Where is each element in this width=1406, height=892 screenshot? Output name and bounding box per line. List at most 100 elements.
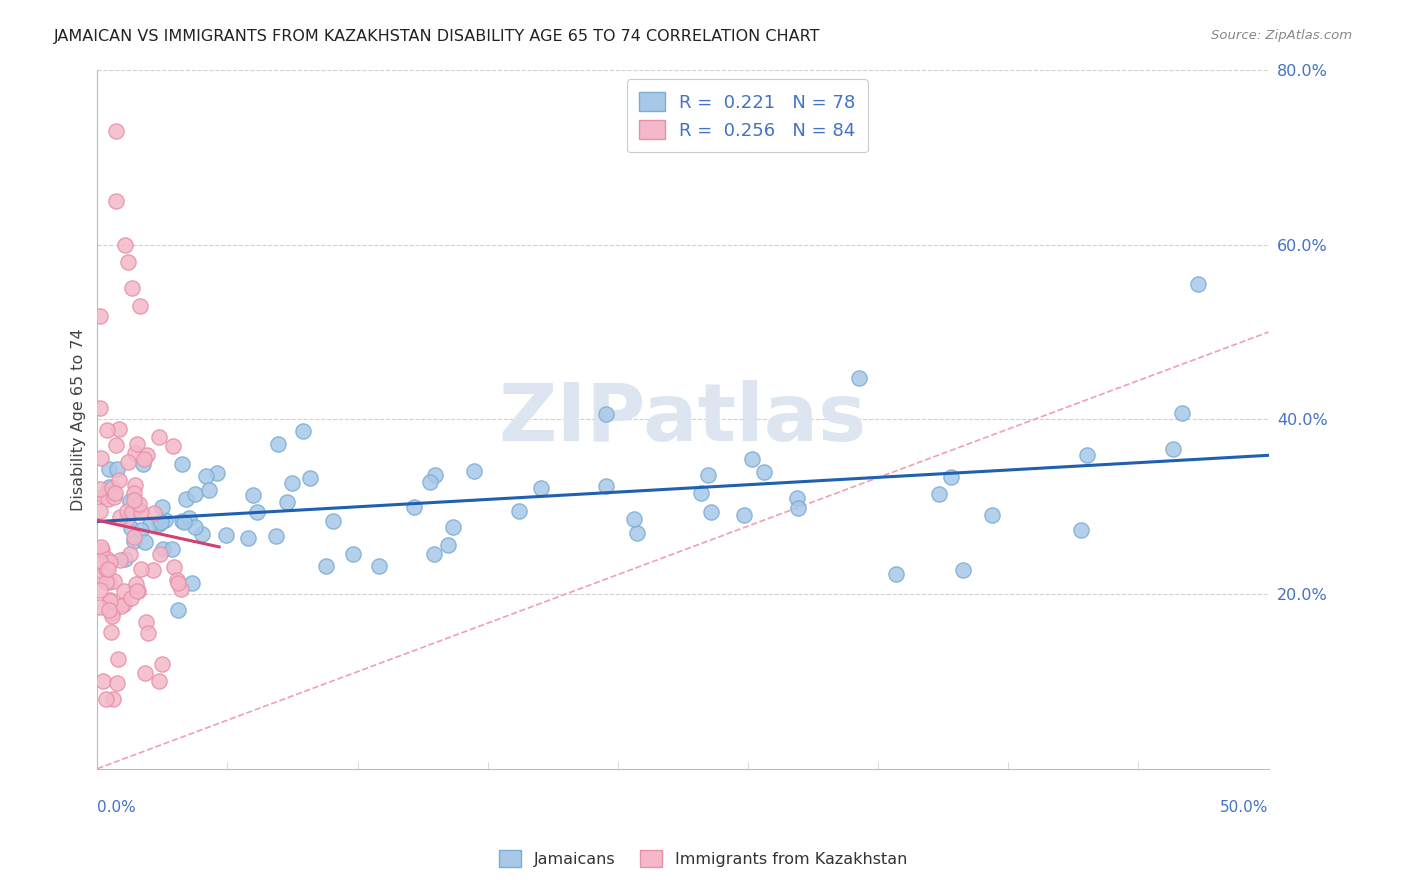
- Point: [786, 491, 808, 505]
- Point: [136, 626, 159, 640]
- Point: [148, 430, 170, 444]
- Point: [120, 521, 142, 535]
- Point: [98, 556, 121, 570]
- Point: [941, 470, 963, 484]
- Point: [198, 483, 221, 498]
- Point: [184, 487, 207, 501]
- Point: [100, 482, 122, 496]
- Point: [174, 492, 197, 507]
- Point: [689, 485, 711, 500]
- Point: [242, 488, 264, 502]
- Point: [125, 437, 148, 451]
- Point: [89, 451, 111, 466]
- Point: [121, 281, 143, 295]
- Point: [848, 371, 870, 385]
- Point: [98, 485, 121, 500]
- Point: [115, 504, 138, 518]
- Point: [96, 552, 118, 566]
- Point: [153, 513, 176, 527]
- Point: [101, 606, 124, 620]
- Point: [114, 237, 136, 252]
- Point: [89, 309, 111, 323]
- Point: [89, 599, 111, 614]
- Point: [89, 583, 111, 598]
- Point: [264, 529, 287, 543]
- Point: [89, 401, 111, 415]
- Point: [952, 563, 974, 577]
- Point: [167, 603, 190, 617]
- Point: [122, 534, 145, 549]
- Point: [98, 480, 121, 494]
- Point: [134, 665, 156, 680]
- Text: JAMAICAN VS IMMIGRANTS FROM KAZAKHSTAN DISABILITY AGE 65 TO 74 CORRELATION CHART: JAMAICAN VS IMMIGRANTS FROM KAZAKHSTAN D…: [53, 29, 820, 44]
- Point: [170, 582, 193, 597]
- Point: [89, 554, 111, 568]
- Point: [105, 124, 128, 138]
- Point: [595, 407, 617, 421]
- Point: [166, 574, 188, 588]
- Point: [215, 527, 238, 541]
- Point: [98, 594, 121, 608]
- Point: [97, 561, 120, 575]
- Point: [124, 478, 146, 492]
- Point: [281, 475, 304, 490]
- Point: [122, 530, 145, 544]
- Point: [1161, 442, 1184, 457]
- Point: [402, 500, 425, 514]
- Point: [127, 584, 149, 599]
- Point: [160, 542, 183, 557]
- Point: [103, 490, 125, 504]
- Point: [98, 574, 121, 589]
- Point: [170, 458, 193, 472]
- Point: [105, 438, 128, 452]
- Point: [322, 514, 344, 528]
- Point: [97, 602, 120, 616]
- Point: [120, 591, 142, 605]
- Point: [108, 474, 131, 488]
- Point: [733, 508, 755, 522]
- Point: [236, 531, 259, 545]
- Text: Source: ZipAtlas.com: Source: ZipAtlas.com: [1212, 29, 1353, 42]
- Point: [292, 424, 315, 438]
- Point: [205, 466, 228, 480]
- Point: [91, 674, 114, 689]
- Point: [122, 492, 145, 507]
- Point: [752, 465, 775, 479]
- Point: [100, 593, 122, 607]
- Point: [118, 548, 141, 562]
- Point: [89, 503, 111, 517]
- Point: [129, 562, 152, 576]
- Point: [508, 504, 530, 518]
- Point: [148, 516, 170, 531]
- Point: [104, 485, 127, 500]
- Point: [419, 475, 441, 489]
- Point: [117, 255, 139, 269]
- Point: [246, 505, 269, 519]
- Legend: Jamaicans, Immigrants from Kazakhstan: Jamaicans, Immigrants from Kazakhstan: [492, 843, 914, 873]
- Point: [101, 691, 124, 706]
- Point: [98, 461, 121, 475]
- Point: [152, 542, 174, 557]
- Point: [276, 495, 298, 509]
- Point: [118, 493, 141, 508]
- Point: [132, 458, 155, 472]
- Point: [437, 538, 460, 552]
- Point: [112, 597, 135, 611]
- Point: [135, 615, 157, 629]
- Point: [928, 487, 950, 501]
- Point: [741, 452, 763, 467]
- Point: [172, 514, 194, 528]
- Point: [367, 558, 389, 573]
- Point: [626, 526, 648, 541]
- Point: [623, 512, 645, 526]
- Text: 50.0%: 50.0%: [1220, 800, 1268, 815]
- Point: [125, 577, 148, 591]
- Point: [117, 512, 139, 526]
- Point: [163, 560, 186, 574]
- Point: [884, 567, 907, 582]
- Point: [125, 501, 148, 516]
- Point: [162, 439, 184, 453]
- Text: ZIPatlas: ZIPatlas: [499, 380, 868, 458]
- Point: [299, 471, 322, 485]
- Text: 0.0%: 0.0%: [97, 800, 136, 815]
